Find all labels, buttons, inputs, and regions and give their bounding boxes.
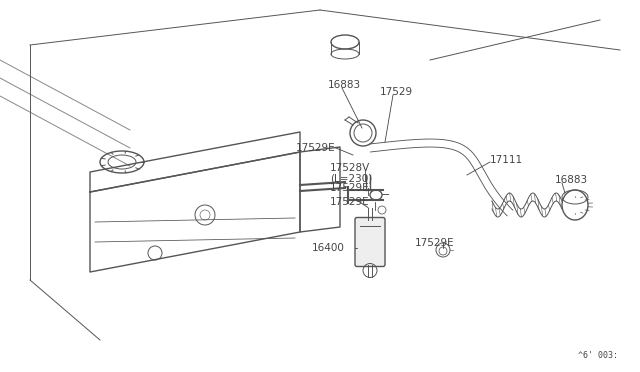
Text: 16883: 16883 — [555, 175, 588, 185]
Text: 17529E: 17529E — [330, 183, 370, 193]
Text: (L=230): (L=230) — [330, 173, 372, 183]
Text: 17529E: 17529E — [330, 197, 370, 207]
Text: 17529: 17529 — [380, 87, 413, 97]
Text: 17529E: 17529E — [296, 143, 335, 153]
Text: 17529E: 17529E — [415, 238, 454, 248]
Text: ^6' 003:: ^6' 003: — [578, 350, 618, 359]
Text: 16883: 16883 — [328, 80, 361, 90]
Text: 17528V: 17528V — [330, 163, 371, 173]
Text: 16400: 16400 — [312, 243, 345, 253]
FancyBboxPatch shape — [355, 218, 385, 266]
Text: 17111: 17111 — [490, 155, 523, 165]
